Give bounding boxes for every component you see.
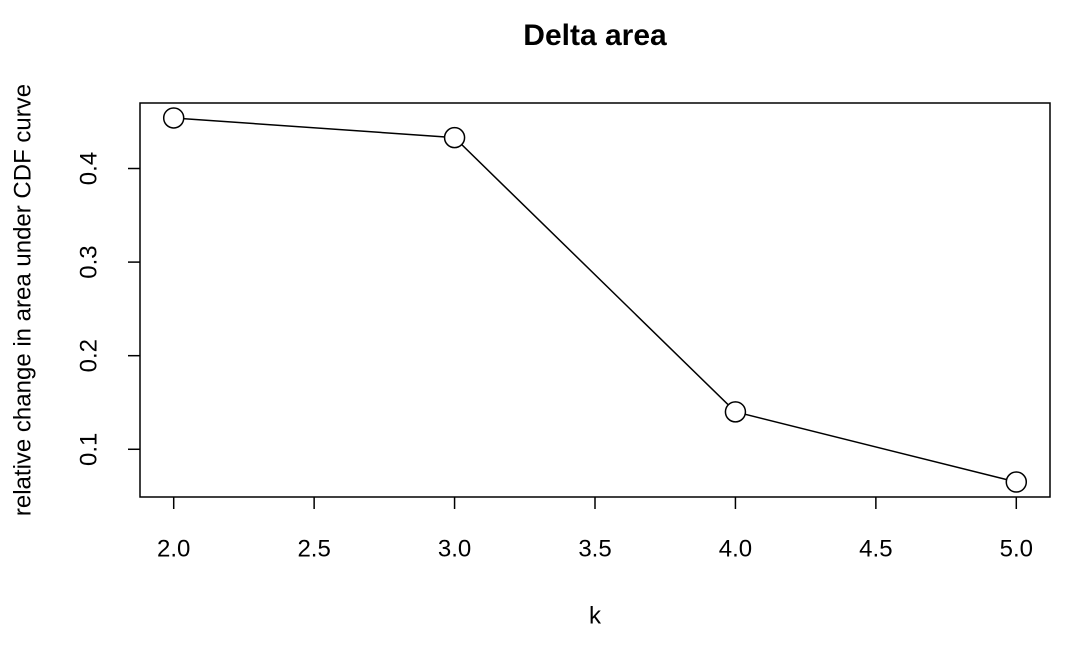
plot-frame — [139, 102, 1051, 498]
y-axis-label: relative change in area under CDF curve — [9, 84, 36, 516]
line — [173, 117, 1017, 483]
y-tick-label: 0.3 — [75, 245, 102, 278]
chart-title: Delta area — [523, 19, 667, 52]
point — [724, 401, 747, 423]
x-tick-label: 2.5 — [297, 535, 330, 562]
x-tick-label: 5.0 — [1000, 535, 1033, 562]
x-tick-label: 2.0 — [157, 535, 190, 562]
x-tick-label: 4.5 — [859, 535, 892, 562]
x-axis-label: k — [589, 602, 602, 629]
y-tick-label: 0.4 — [75, 152, 102, 185]
point — [443, 126, 466, 149]
x-tick-label: 4.0 — [719, 535, 752, 562]
x-tick-label: 3.5 — [578, 535, 611, 562]
point — [162, 107, 185, 129]
point — [1005, 471, 1028, 493]
y-tick-label: 0.2 — [75, 339, 102, 372]
y-tick-label: 0.1 — [75, 433, 102, 466]
x-tick-label: 3.0 — [438, 535, 471, 562]
